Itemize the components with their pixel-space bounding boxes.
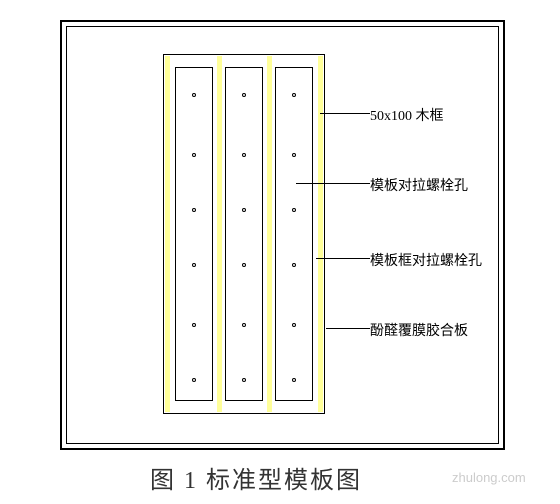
leader-line: [326, 328, 370, 329]
bolt-hole: [242, 208, 246, 212]
bolt-hole: [192, 208, 196, 212]
bolt-hole: [242, 378, 246, 382]
annotation-label: 酚醛覆膜胶合板: [370, 320, 468, 340]
bolt-hole: [192, 263, 196, 267]
figure-caption: 图 1 标准型模板图: [150, 460, 362, 495]
inner-rect: [275, 67, 313, 401]
bolt-hole: [292, 208, 296, 212]
annotation-label: 50x100 木框: [370, 105, 444, 125]
leader-line: [296, 183, 370, 184]
bolt-hole: [292, 153, 296, 157]
leader-line: [316, 258, 370, 259]
bolt-hole: [242, 93, 246, 97]
annotation-label: 模板对拉螺栓孔: [370, 175, 468, 195]
bolt-hole: [242, 263, 246, 267]
yellow-strip: [165, 56, 170, 412]
leader-line: [320, 113, 370, 114]
bolt-hole: [292, 378, 296, 382]
bolt-hole: [192, 323, 196, 327]
inner-rect: [225, 67, 263, 401]
bolt-hole: [192, 93, 196, 97]
bolt-hole: [242, 323, 246, 327]
bolt-hole: [192, 378, 196, 382]
bolt-hole: [242, 153, 246, 157]
bolt-hole: [292, 93, 296, 97]
annotation-label: 模板框对拉螺栓孔: [370, 250, 482, 270]
inner-rect: [175, 67, 213, 401]
bolt-hole: [292, 323, 296, 327]
bolt-hole: [192, 153, 196, 157]
bolt-hole: [292, 263, 296, 267]
yellow-strip: [267, 56, 272, 412]
yellow-strip: [217, 56, 222, 412]
watermark: zhulong.com: [452, 470, 526, 485]
yellow-strip: [318, 56, 323, 412]
